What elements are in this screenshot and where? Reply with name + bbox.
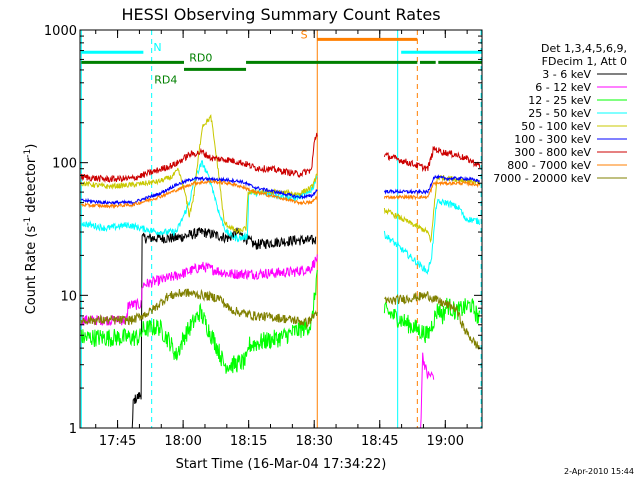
y-tick-label-0: 1 xyxy=(69,422,77,437)
y-axis-ticks: 1 10 100 1000 xyxy=(44,24,482,437)
legend: Det 1,3,4,5,6,9, FDecim 1, Att 0 3 - 6 k… xyxy=(493,42,627,185)
y-tick-label-2: 100 xyxy=(52,157,77,172)
legend-label-4: 50 - 100 keV xyxy=(521,120,591,133)
y-axis-label: Count Rate (s-1 detector-1) xyxy=(23,144,39,315)
x-tick-label-4: 18:45 xyxy=(361,434,398,449)
series-line-4 xyxy=(80,114,481,244)
x-tick-label-5: 19:00 xyxy=(427,434,464,449)
legend-label-1: 6 - 12 keV xyxy=(535,81,591,94)
legend-header-line-2: FDecim 1, Att 0 xyxy=(542,55,627,68)
y-tick-label-1: 10 xyxy=(60,289,77,304)
status-bar-label-n: N xyxy=(153,41,161,54)
series-line-3 xyxy=(80,160,481,275)
status-bar-label-rd4: RD4 xyxy=(154,73,177,86)
legend-label-6: 300 - 800 keV xyxy=(514,146,591,159)
series-line-8 xyxy=(80,288,481,351)
x-tick-label-0: 17:45 xyxy=(99,434,136,449)
plot-area: N S RD0 RD4 xyxy=(80,28,482,429)
generation-timestamp: 2-Apr-2010 15:44 xyxy=(564,467,634,476)
legend-label-2: 12 - 25 keV xyxy=(528,94,591,107)
plot-frame xyxy=(79,29,483,429)
legend-label-7: 800 - 7000 keV xyxy=(507,159,591,172)
series-line-5 xyxy=(80,173,481,206)
series-line-0 xyxy=(81,227,317,429)
y-axis-label-exp2: -1 xyxy=(23,149,33,158)
y-axis-label-suffix: ) xyxy=(24,144,39,149)
series-line-6 xyxy=(80,132,481,184)
observing-status-bars: N S RD0 RD4 xyxy=(81,28,482,86)
x-axis-label: Start Time (16-Mar-04 17:34:22) xyxy=(176,457,387,472)
chart-title: HESSI Observing Summary Count Rates xyxy=(121,5,440,24)
legend-label-8: 7000 - 20000 keV xyxy=(493,172,591,185)
y-axis-label-prefix: Count Rate (s xyxy=(24,226,39,315)
series-lines xyxy=(80,114,481,429)
series-line-7 xyxy=(80,178,481,209)
observing-vlines xyxy=(80,30,482,428)
legend-label-3: 25 - 50 keV xyxy=(528,107,591,120)
legend-label-0: 3 - 6 keV xyxy=(542,68,591,81)
series-line-2 xyxy=(80,270,481,374)
x-tick-label-1: 18:00 xyxy=(164,434,201,449)
status-bar-label-s: S xyxy=(301,28,308,41)
x-tick-label-2: 18:15 xyxy=(230,434,267,449)
legend-header-line-1: Det 1,3,4,5,6,9, xyxy=(541,42,627,55)
legend-label-5: 100 - 300 keV xyxy=(514,133,591,146)
x-axis-ticks: 17:45 18:00 18:15 18:30 18:45 19:00 xyxy=(95,30,468,449)
y-tick-label-3: 1000 xyxy=(44,24,77,39)
y-axis-label-mid: detector xyxy=(24,157,39,217)
status-bar-label-rd0: RD0 xyxy=(189,51,212,64)
x-tick-label-3: 18:30 xyxy=(295,434,332,449)
y-axis-label-exp1: -1 xyxy=(23,217,33,226)
